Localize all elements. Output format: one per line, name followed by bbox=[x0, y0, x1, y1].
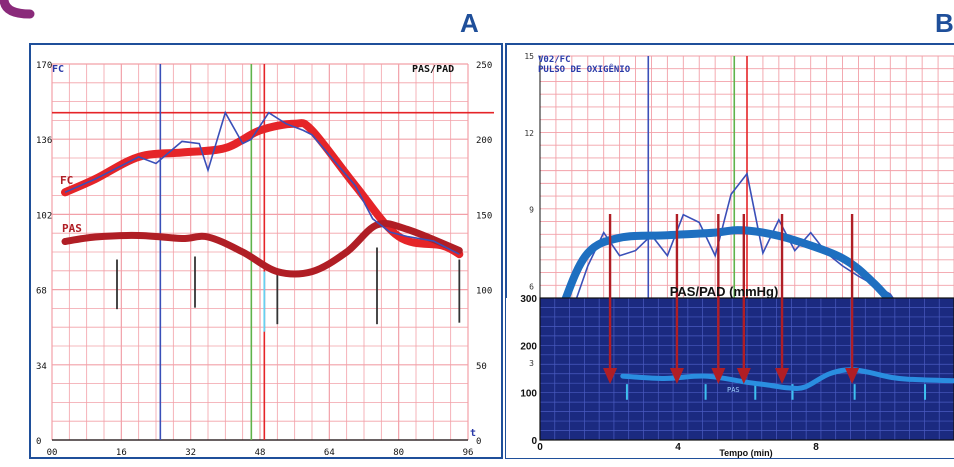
panel-b-chart: 15 12 9 6 3 300 200 100 00 4 8 V02/FC PULSO DE OXI… bbox=[505, 43, 954, 459]
panel-b-title-line2: PULSO DE OXIGÊNIO bbox=[538, 63, 631, 75]
inset-pas-line bbox=[620, 367, 954, 391]
inset-left-margin bbox=[506, 298, 540, 458]
y-tick-label: 15 bbox=[524, 52, 534, 61]
down-arrow-head bbox=[736, 368, 751, 384]
x-tick-label: 96 bbox=[463, 448, 474, 458]
down-arrow-head bbox=[775, 368, 790, 384]
pas-series-label: PAS bbox=[62, 222, 82, 235]
inset-y-tick-label: 100 bbox=[520, 389, 537, 400]
inset-frame bbox=[539, 297, 954, 441]
left-tick-label: 68 bbox=[36, 287, 47, 297]
inset-pas-label: PAS bbox=[727, 386, 740, 394]
x-tick-label: 00 bbox=[47, 448, 58, 458]
right-tick-label: 50 bbox=[476, 362, 487, 372]
down-arrow-head bbox=[711, 368, 726, 384]
down-arrow-head bbox=[845, 368, 860, 384]
inset-title: PAS/PAD (mmHg) bbox=[670, 284, 779, 299]
right-tick-label: 250 bbox=[476, 61, 492, 71]
right-tick-label: 100 bbox=[476, 287, 492, 297]
inset-bottom-margin bbox=[540, 440, 954, 458]
pas-pad-inset-ticks bbox=[625, 384, 927, 400]
down-arrow bbox=[603, 214, 618, 384]
right-tick-label: 150 bbox=[476, 211, 492, 221]
vo2-raw-trace bbox=[548, 171, 933, 367]
y-tick-label: 3 bbox=[529, 359, 534, 368]
panel-b-arrows bbox=[603, 214, 860, 384]
right-tick-label: 200 bbox=[476, 136, 492, 146]
x-tick-label: 0 bbox=[537, 442, 543, 453]
left-tick-label: 102 bbox=[36, 211, 52, 221]
left-axis-title: FC bbox=[52, 64, 64, 75]
y-tick-label: 12 bbox=[524, 129, 534, 138]
panel-b-letter: B bbox=[935, 8, 954, 38]
panel-a-pad-bars bbox=[116, 247, 461, 332]
down-arrow bbox=[775, 214, 790, 384]
panel-b-title-line1: V02/FC bbox=[538, 55, 571, 65]
x-tick-label: 64 bbox=[324, 448, 335, 458]
y-tick-label: 6 bbox=[529, 282, 534, 291]
down-arrow-head bbox=[603, 368, 618, 384]
x-tick-label: 80 bbox=[393, 448, 404, 458]
x-tick-label: 48 bbox=[255, 448, 266, 458]
inset-y-tick-label: 200 bbox=[520, 341, 537, 352]
right-tick-label: 0 bbox=[476, 437, 481, 447]
fc-series-label: FC bbox=[60, 174, 73, 187]
down-arrow bbox=[845, 214, 860, 384]
fc-raw-trace bbox=[64, 110, 460, 255]
x-tick-label: 8 bbox=[813, 442, 819, 453]
down-arrow bbox=[669, 214, 684, 384]
left-tick-label: 34 bbox=[36, 362, 47, 372]
panel-a-border bbox=[29, 43, 503, 459]
down-arrow bbox=[736, 214, 751, 384]
down-arrow-head bbox=[669, 368, 684, 384]
inset-y-tick-label: 300 bbox=[520, 294, 537, 305]
left-tick-label: 170 bbox=[36, 61, 52, 71]
x-tick-label: 16 bbox=[116, 448, 127, 458]
down-arrow bbox=[711, 214, 726, 384]
panel-b-x-axis-title: Tempo (min) bbox=[719, 448, 772, 458]
vo2-series-line bbox=[545, 226, 936, 360]
left-tick-label: 136 bbox=[36, 136, 52, 146]
x-tick-label: 4 bbox=[675, 442, 681, 453]
panel-b-tick-labels: 15 12 9 6 3 300 200 100 00 4 8 bbox=[520, 52, 819, 453]
x-tick-label: 32 bbox=[185, 448, 196, 458]
y-tick-label: 9 bbox=[529, 206, 534, 215]
corner-label: t bbox=[470, 428, 476, 439]
panel-a-letter: A bbox=[460, 8, 479, 38]
right-axis-title: PAS/PAD bbox=[412, 64, 454, 75]
inset-y-tick-label: 0 bbox=[531, 436, 537, 447]
panel-a-grid bbox=[51, 63, 494, 441]
left-tick-label: 0 bbox=[36, 437, 41, 447]
logo-arc-icon bbox=[0, 0, 35, 19]
